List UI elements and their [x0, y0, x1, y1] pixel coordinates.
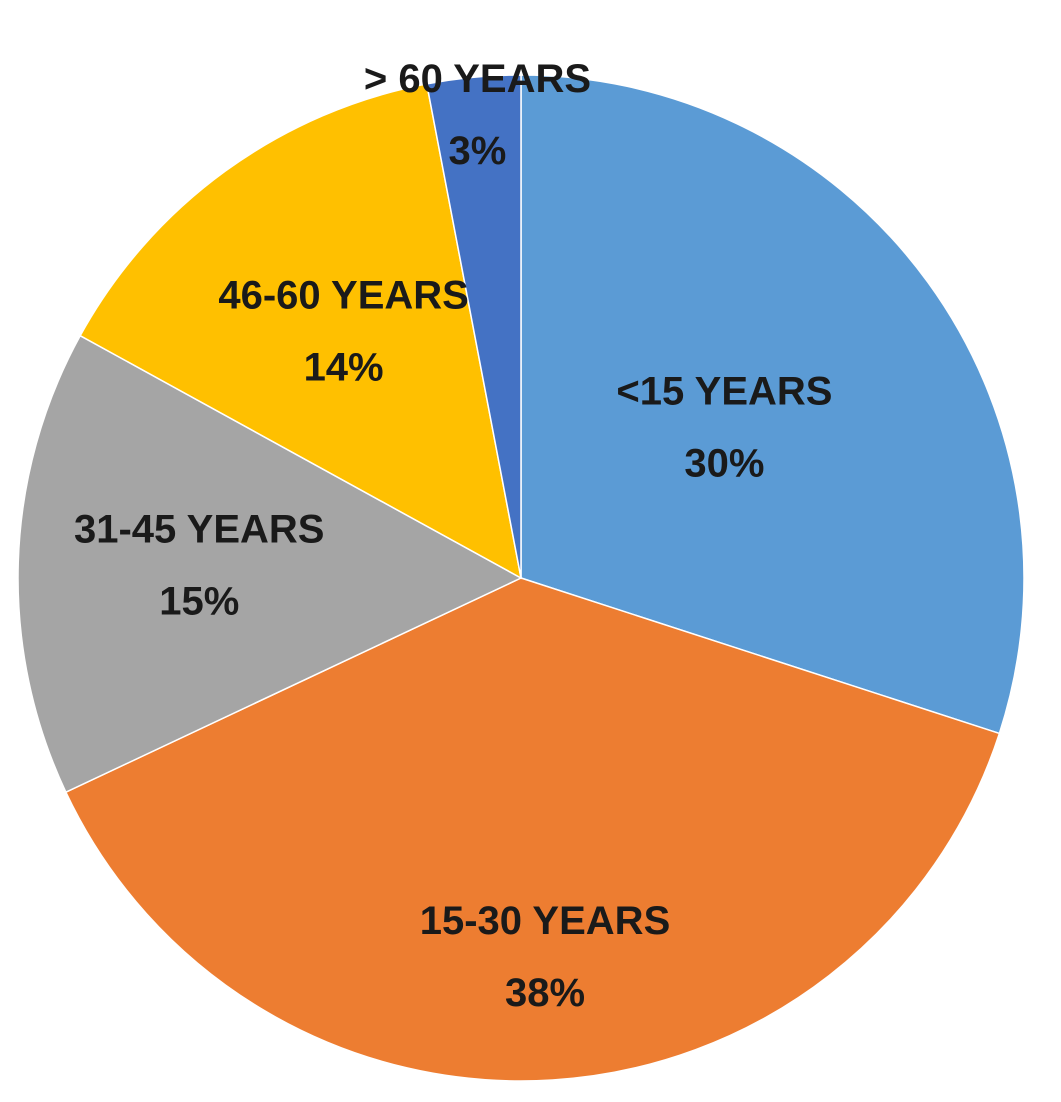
pie-slice — [64, 577, 1001, 1082]
value-label: 3% — [449, 129, 507, 173]
value-label: 14% — [304, 345, 384, 389]
pie-slice — [79, 83, 523, 580]
slice-label: 31-45 YEARS — [74, 507, 325, 551]
value-label: 30% — [684, 442, 764, 486]
slice-label: 15-30 YEARS — [420, 899, 671, 943]
slice-label: <15 YEARS — [616, 370, 832, 414]
slice-label: 46-60 YEARS — [218, 273, 469, 317]
pie-slice — [17, 334, 523, 794]
slice-label: > 60 YEARS — [364, 57, 591, 101]
pie-slice — [520, 74, 1025, 735]
value-label: 38% — [505, 971, 585, 1015]
value-label: 15% — [159, 579, 239, 623]
pie-slice — [425, 74, 522, 579]
